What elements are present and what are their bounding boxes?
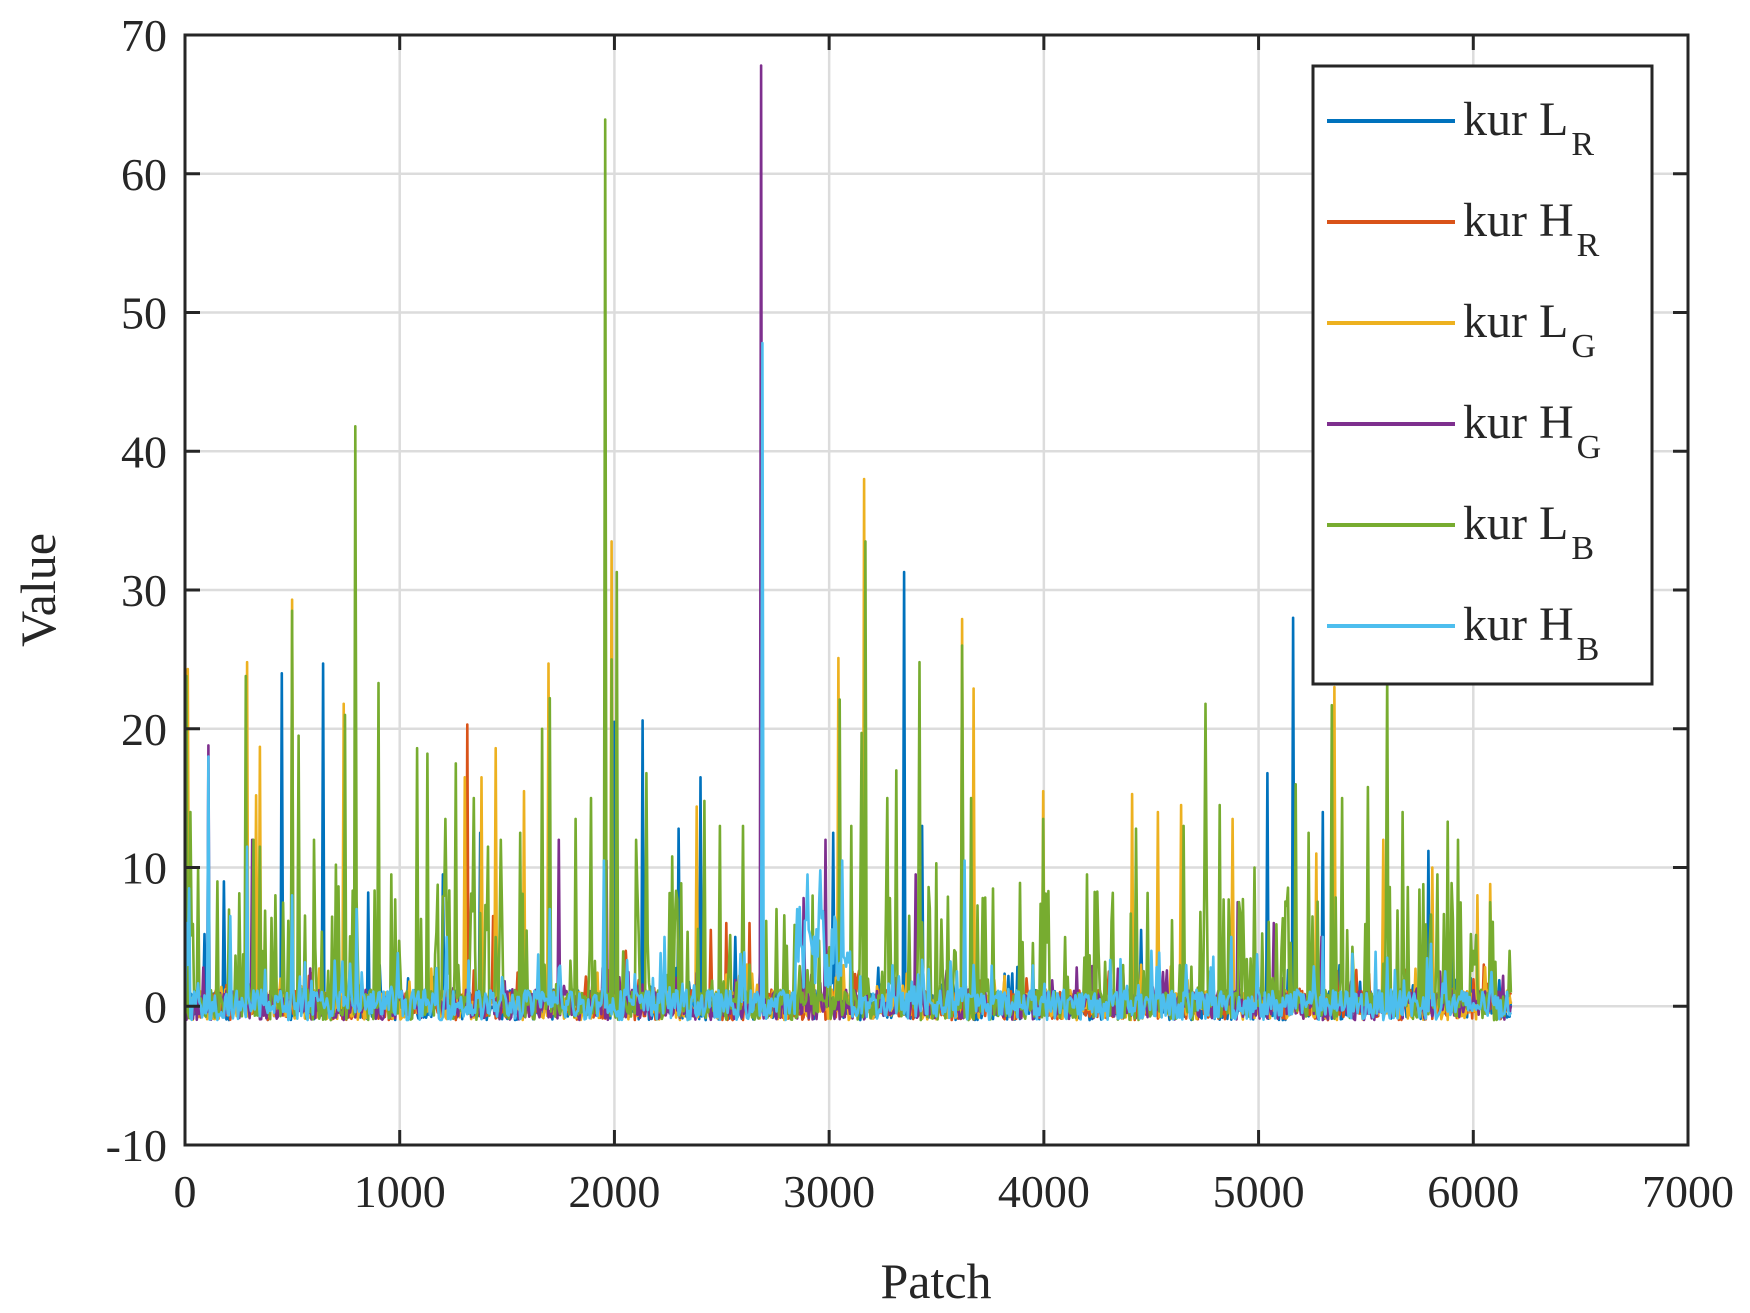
x-tick-label: 6000 (1427, 1166, 1519, 1217)
legend-entry: kur HR (1463, 194, 1600, 264)
legend-box (1311, 64, 1654, 686)
x-tick-label: 7000 (1642, 1166, 1734, 1217)
x-tick-label: 3000 (783, 1166, 875, 1217)
x-tick-label: 0 (174, 1166, 197, 1217)
legend-entry: kur LG (1463, 295, 1596, 365)
series-layer (183, 64, 1513, 1022)
series-line (183, 341, 1513, 1022)
y-tick-label: 10 (121, 843, 167, 894)
y-tick-label: 0 (144, 981, 167, 1032)
y-tick-label: 50 (121, 288, 167, 339)
legend-entry: kur LR (1463, 93, 1594, 163)
legend-entry: kur HB (1463, 598, 1599, 668)
x-tick-label: 5000 (1213, 1166, 1305, 1217)
x-tick-label: 2000 (568, 1166, 660, 1217)
legend-entry: kur HG (1463, 396, 1601, 466)
y-tick-label: -10 (106, 1120, 167, 1171)
x-axis-label: Patch (880, 1253, 991, 1309)
axis-ticks: 0 1000 2000 3000 4000 5000 6000 7000-1001020304… (106, 10, 1734, 1217)
y-tick-label: 40 (121, 426, 167, 477)
y-axis-label: Value (10, 533, 66, 647)
y-tick-label: 60 (121, 149, 167, 200)
x-tick-label: 1000 (354, 1166, 446, 1217)
y-tick-label: 70 (121, 10, 167, 61)
y-tick-label: 30 (121, 565, 167, 616)
legend-entry: kur LB (1463, 497, 1594, 567)
x-tick-label: 4000 (998, 1166, 1090, 1217)
legend: kur LR kur HR kur LG kur HG kur LB kur HB (1311, 64, 1654, 686)
y-tick-label: 20 (121, 704, 167, 755)
